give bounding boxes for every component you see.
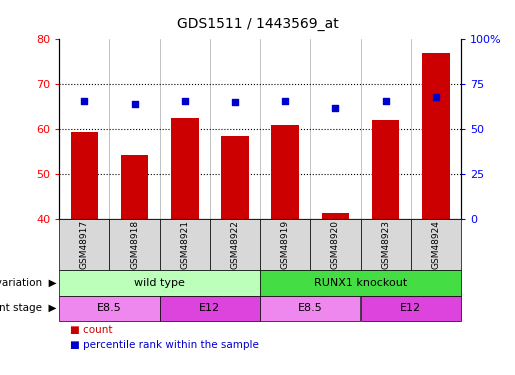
Bar xyxy=(71,132,98,219)
Bar xyxy=(321,213,349,219)
Point xyxy=(181,98,189,104)
Point xyxy=(281,98,289,104)
Text: genotype/variation  ▶: genotype/variation ▶ xyxy=(0,278,57,288)
Bar xyxy=(171,118,199,219)
Point xyxy=(432,94,440,100)
Text: development stage  ▶: development stage ▶ xyxy=(0,303,57,313)
Text: GSM48920: GSM48920 xyxy=(331,220,340,269)
Text: wild type: wild type xyxy=(134,278,185,288)
Point xyxy=(130,101,139,107)
Bar xyxy=(121,155,148,219)
Text: ■ count: ■ count xyxy=(70,326,112,335)
Point xyxy=(80,98,89,104)
Bar xyxy=(271,125,299,219)
Text: E8.5: E8.5 xyxy=(97,303,122,313)
Text: GSM48919: GSM48919 xyxy=(281,220,289,269)
Text: GSM48918: GSM48918 xyxy=(130,220,139,269)
Point xyxy=(231,99,239,105)
Text: ■ percentile rank within the sample: ■ percentile rank within the sample xyxy=(70,340,259,350)
Bar xyxy=(422,53,450,219)
Point xyxy=(382,98,390,104)
Text: E8.5: E8.5 xyxy=(298,303,323,313)
Bar xyxy=(372,120,400,219)
Text: GSM48921: GSM48921 xyxy=(180,220,189,269)
Point xyxy=(331,105,339,111)
Text: E12: E12 xyxy=(400,303,421,313)
Text: RUNX1 knockout: RUNX1 knockout xyxy=(314,278,407,288)
Text: GSM48924: GSM48924 xyxy=(432,220,440,269)
Text: GDS1511 / 1443569_at: GDS1511 / 1443569_at xyxy=(177,17,338,31)
Text: E12: E12 xyxy=(199,303,220,313)
Text: GSM48917: GSM48917 xyxy=(80,220,89,269)
Text: GSM48922: GSM48922 xyxy=(231,220,239,269)
Bar xyxy=(221,136,249,219)
Text: GSM48923: GSM48923 xyxy=(381,220,390,269)
